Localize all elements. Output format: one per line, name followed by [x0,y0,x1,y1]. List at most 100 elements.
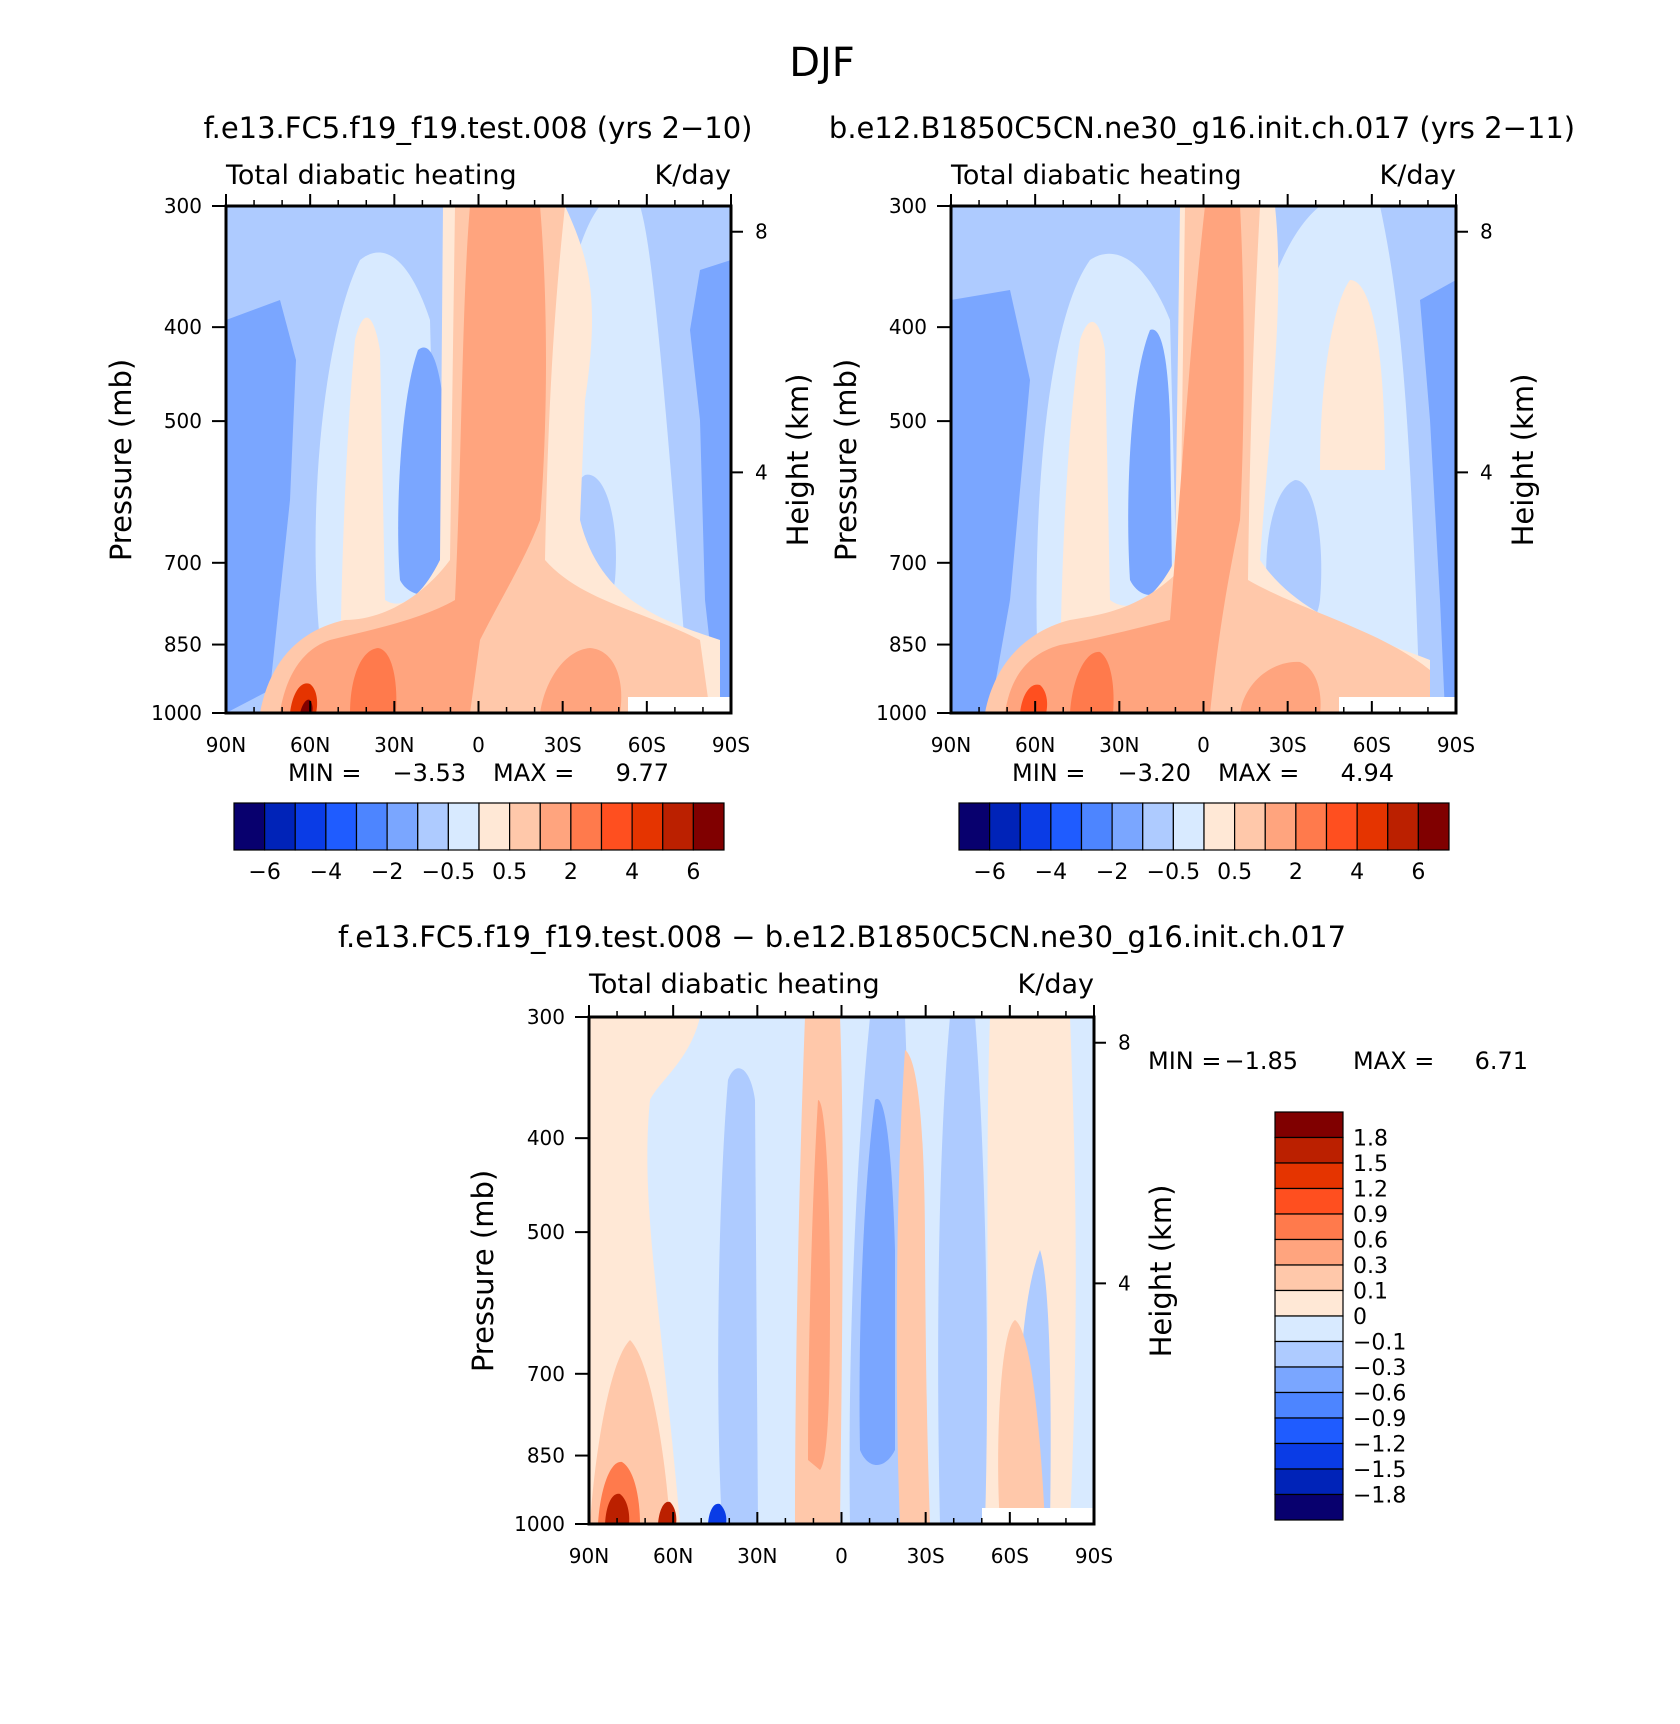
colorbar-label: 6 [1411,860,1425,885]
y-tick-label: 700 [889,551,927,575]
colorbar-box [1274,1162,1344,1190]
colorbar-label: −4 [1035,860,1067,885]
colorbar-box [233,802,266,851]
panel-2-max-label: MAX = [1218,759,1299,787]
y-tick-label: 850 [527,1444,565,1468]
y-tick-label: 500 [527,1220,565,1244]
y-tick-label: 1000 [151,701,202,725]
colorbar-label: −0.6 [1353,1382,1406,1407]
colorbar-box [1274,1187,1344,1215]
panel-3-y-ticks: 300 400 500 700 850 1000 [514,1005,589,1536]
contour-nh-core [350,648,397,713]
colorbar-label: −0.5 [1147,860,1200,885]
contour-cool-strip-2 [938,1017,987,1524]
panel-2-max-value: 4.94 [1341,759,1394,787]
panel-2-x-ticks: 90N 60N 30N 0 30S 60S 90S [931,194,1475,757]
height-tick-label: 4 [1118,1271,1131,1295]
colorbar-label: 0.5 [1217,860,1252,885]
colorbar-box [989,802,1021,851]
colorbar-box [1080,802,1113,851]
colorbar-label: 0.3 [1353,1254,1388,1279]
colorbar-label: −0.9 [1353,1407,1406,1432]
panel-1-ylabel: Pressure (mb) [104,359,138,561]
panel-1: f.e13.FC5.f19_f19.test.008 (yrs 2−10) To… [104,111,815,885]
contour-nh-core [1070,651,1114,713]
x-tick-label: 90S [1437,733,1475,757]
panel-2-left-label: Total diabatic heating [950,160,1242,191]
panel-1-case-title: f.e13.FC5.f19_f19.test.008 (yrs 2−10) [204,111,753,145]
colorbar-label: −2 [371,860,403,885]
panel-2-min-label: MIN = [1012,759,1085,787]
contour-nh-max-2 [658,1501,677,1524]
colorbar-box [1274,1442,1344,1470]
x-tick-label: 30N [374,733,414,757]
y-tick-label: 500 [889,409,927,433]
contour-sh-warm-blob [540,648,622,713]
panel-3-max-label: MAX = [1353,1047,1434,1075]
x-tick-label: 60N [653,1544,693,1568]
panel-1-units-label: K/day [655,160,731,191]
colorbar-box [325,802,358,851]
x-tick-label: 30S [1269,733,1307,757]
colorbar-label: 0.6 [1353,1229,1388,1254]
contour-nh-hot [1020,684,1048,713]
y-tick-label: 1000 [514,1512,565,1536]
contour-warm-inner [280,206,546,713]
colorbar-label: 4 [625,860,639,885]
colorbar-box [1111,802,1144,851]
contour-east-band [1420,280,1456,713]
panel-1-x-ticks: 90N 60N 30N 0 30S 60S 90S [206,194,750,757]
contour-east-band [690,260,731,713]
colorbar-label: −6 [248,860,280,885]
x-tick-label: 90N [569,1544,609,1568]
contour-warm-band-2 [896,1050,930,1524]
y-tick-label: 850 [889,633,927,657]
colorbar-box [1274,1493,1344,1521]
colorbar-box [1172,802,1205,851]
panel-2-units-label: K/day [1380,160,1456,191]
contour-nh-max [605,1493,630,1524]
colorbar-box [1274,1366,1344,1394]
contour-trough [1128,329,1172,595]
colorbar-box [264,802,296,851]
contour-sh-warm [998,1320,1045,1524]
x-tick-label: 60S [991,1544,1029,1568]
colorbar-label: 0.9 [1353,1203,1388,1228]
height-tick-label: 8 [1118,1031,1131,1055]
colorbar-label: −4 [310,860,342,885]
colorbar-label: −0.1 [1353,1331,1406,1356]
colorbar-label: 6 [686,860,700,885]
colorbar-label: 0.1 [1353,1280,1388,1305]
colorbar-label: −0.3 [1353,1356,1406,1381]
panel-2-ylabel: Pressure (mb) [829,359,863,561]
y-tick-label: 1000 [876,701,927,725]
x-tick-label: 90N [931,733,971,757]
colorbar-label: −6 [973,860,1005,885]
colorbar-box [1274,1111,1344,1139]
colorbar-box [1203,802,1236,851]
colorbar-box [447,802,480,851]
contour-sh-warm-blob [1240,661,1321,713]
colorbar-label: 0 [1353,1305,1367,1330]
height-tick-label: 8 [755,220,768,244]
panel-2-ylabel-right: Height (km) [1506,374,1540,547]
x-tick-label: 90S [1075,1544,1113,1568]
colorbar-label: 4 [1350,860,1364,885]
colorbar-label: −1.5 [1353,1458,1406,1483]
panel-3-colorbar [1274,1111,1344,1521]
colorbar-label: 0.5 [492,860,527,885]
colorbar-box [1417,802,1450,851]
colorbar-label: 2 [1289,860,1303,885]
colorbar-box [1050,802,1083,851]
colorbar-box [1325,802,1358,851]
panel-1-contour-field [226,206,731,713]
colorbar-box [386,802,419,851]
y-tick-label: 700 [164,551,202,575]
contour-trough [398,347,448,595]
x-tick-label: 0 [835,1544,848,1568]
panel-2-contour-field [951,206,1456,713]
colorbar-box [692,802,725,851]
height-tick-label: 4 [1480,460,1493,484]
x-tick-label: 90N [206,733,246,757]
